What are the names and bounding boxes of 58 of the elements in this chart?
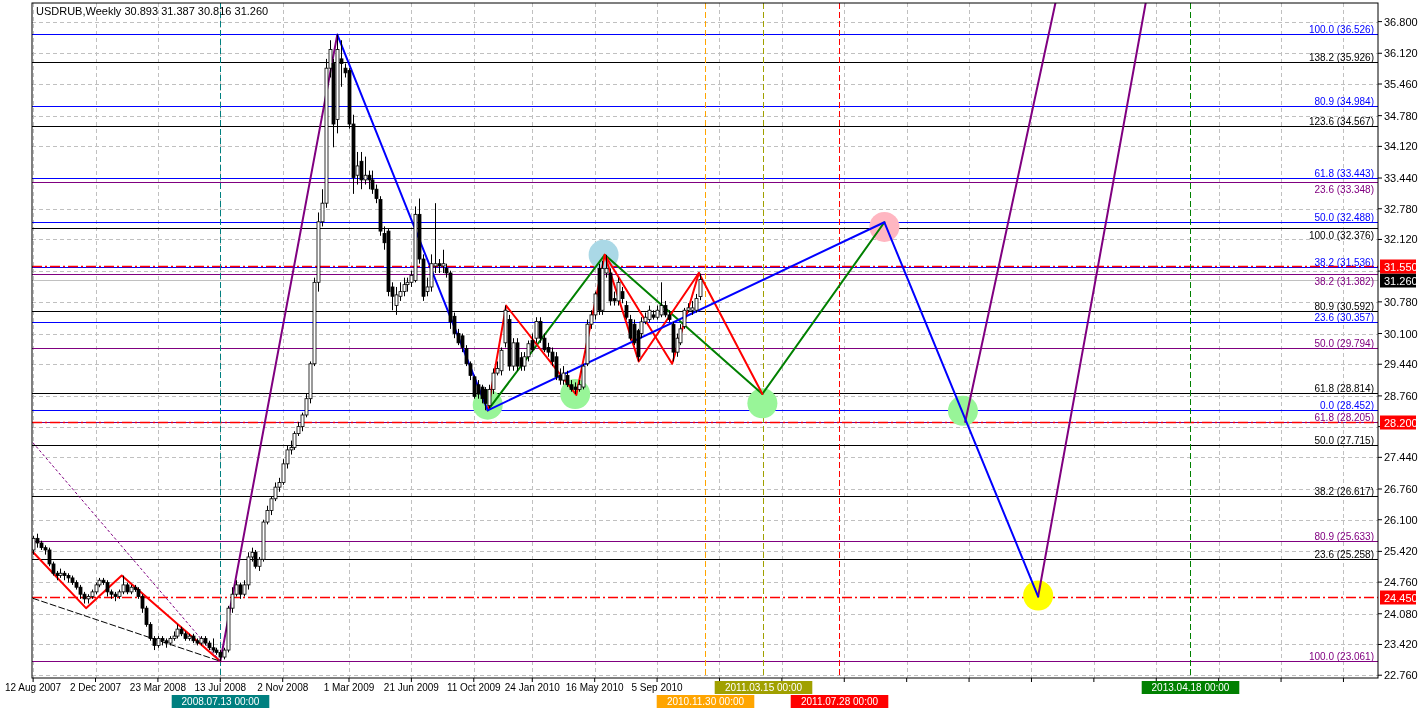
y-tick-label: 34.780 (1384, 109, 1418, 122)
y-tick-label: 24.760 (1384, 576, 1418, 589)
ref-line-label: 2010.11.30 00:00 (666, 696, 745, 707)
y-tick-label: 30.100 (1384, 327, 1418, 340)
ref-line-label: 100.0 (23.061) (1308, 650, 1374, 662)
x-tick-label: 11 Oct 2009 (446, 682, 502, 693)
ref-line-label: 2011.07.28 00:00 (800, 696, 879, 707)
y-tick-label: 33.440 (1384, 172, 1418, 185)
ref-line-label: 38.2 (31.382) (1314, 275, 1374, 287)
ref-line-label: 23.6 (30.357) (1314, 311, 1374, 323)
x-tick-label: 2 Nov 2008 (257, 682, 309, 693)
x-tick-label: 16 May 2010 (565, 682, 625, 693)
ref-line-label: 50.0 (27.715) (1314, 434, 1374, 446)
y-tick-label: 26.760 (1384, 483, 1418, 495)
ref-line-label: 138.2 (35.926) (1308, 51, 1374, 63)
ref-line-label: 23.6 (25.258) (1314, 548, 1374, 560)
y-tick-label: 36.120 (1384, 47, 1418, 60)
ref-line-label: 80.9 (34.984) (1314, 95, 1374, 107)
ref-line-label: 0.0 (28.452) (1320, 399, 1374, 411)
ref-line-label: 123.6 (34.567) (1308, 115, 1374, 127)
ref-line-label: 2008.07.13 00:00 (181, 696, 260, 707)
chart-title: USDRUB,Weekly 30.893 31.387 30.816 31.260 (36, 5, 269, 17)
ref-line-label: 50.0 (32.488) (1314, 211, 1374, 223)
y-tick-label: 27.440 (1384, 451, 1418, 464)
y-tick-label: 22.760 (1384, 669, 1418, 682)
ref-line-label: 2013.04.18 00:00 (1151, 682, 1230, 693)
x-tick-label: 1 Mar 2009 (323, 682, 375, 693)
ref-line-label: 61.8 (33.443) (1314, 167, 1374, 179)
y-tick-label: 23.420 (1384, 638, 1418, 651)
y-tick-label: 30.780 (1384, 295, 1418, 308)
y-tick-label: 25.420 (1384, 545, 1418, 558)
x-tick-label: 13 Jul 2008 (194, 682, 247, 693)
ref-line-label: 23.6 (33.348) (1314, 183, 1374, 195)
x-tick-label: 21 Jun 2009 (383, 682, 440, 693)
ref-line-label: 61.8 (28.205) (1314, 411, 1374, 423)
x-tick-label: 2 Dec 2007 (69, 682, 122, 693)
ref-line-label: 80.9 (30.592) (1314, 300, 1374, 312)
ref-line-label: 100.0 (36.526) (1308, 23, 1374, 35)
ref-line-label: 38.2 (31.536) (1314, 256, 1374, 268)
y-tick-label: 26.100 (1384, 513, 1418, 526)
y-tick-label: 29.440 (1384, 358, 1418, 371)
y-tick-label: 32.780 (1384, 202, 1418, 215)
ref-line-label: 50.0 (29.794) (1314, 337, 1374, 349)
ref-line-label: 2011.03.15 00:00 (724, 682, 803, 693)
x-tick-label: 23 Mar 2008 (129, 682, 187, 693)
y-tick-label: 34.120 (1384, 140, 1418, 153)
x-tick-label: 24 Jan 2010 (504, 682, 561, 693)
x-tick-label: 12 Aug 2007 (5, 682, 62, 693)
y-tick-label: 28.760 (1384, 389, 1418, 402)
y-tick-label: 36.800 (1384, 15, 1418, 28)
x-tick-label: 5 Sep 2010 (631, 682, 684, 693)
ref-line-label: 61.8 (28.814) (1314, 382, 1374, 394)
y-tick-label: 35.460 (1384, 78, 1418, 90)
ref-line-label: 80.9 (25.633) (1314, 530, 1374, 542)
y-tick-label: 32.120 (1384, 233, 1418, 246)
y-tick-label: 24.080 (1384, 607, 1418, 620)
ref-line-label: 38.2 (26.617) (1314, 485, 1374, 497)
ref-line-label: 100.0 (32.376) (1308, 229, 1374, 241)
